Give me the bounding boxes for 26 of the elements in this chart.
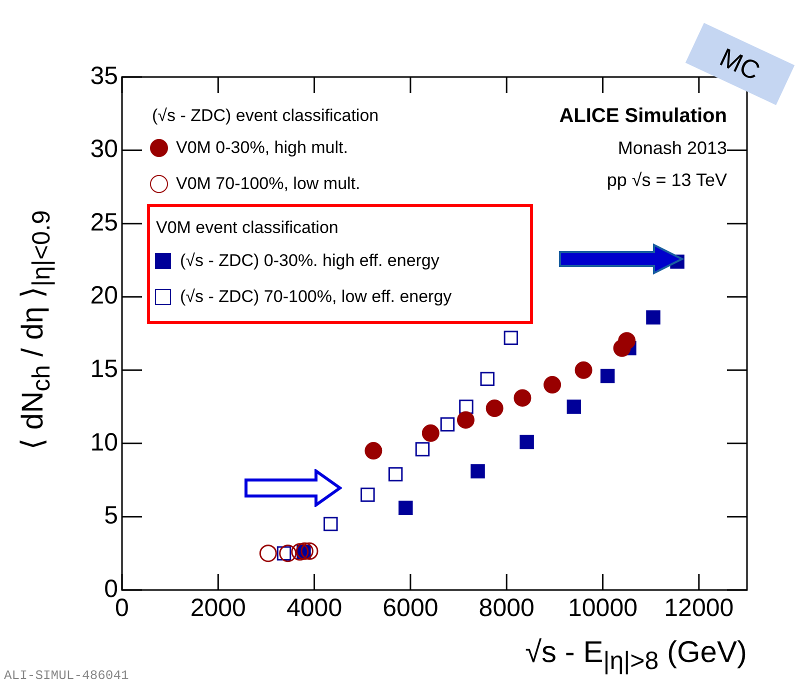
x-tick-label: 8000: [478, 594, 534, 622]
y-tick-label: 30: [90, 135, 118, 164]
x-tick-label: 2000: [190, 594, 246, 622]
annotation: MC: [685, 22, 795, 106]
y-tick-label: 15: [90, 355, 118, 384]
y-tick-label: 25: [90, 208, 118, 236]
legend-title: (√s - ZDC) event classification: [152, 105, 380, 127]
y-tick-label: 35: [90, 62, 118, 90]
annotation: pp √s = 13 TeV: [606, 169, 727, 192]
text: ALI-SIMUL-486041: [4, 668, 129, 683]
x-axis-title: √s - E$_{|η|>8}$ (GeV): [525, 636, 747, 676]
x-tick-label: 4000: [286, 594, 342, 622]
legend-label: V0M 70-100%, low mult.: [176, 174, 360, 194]
y-tick-label: 10: [90, 428, 118, 456]
x-tick-label: 12000: [664, 594, 734, 622]
annotation: V0M event classification: [156, 217, 340, 239]
y-tick-label: 0: [104, 574, 118, 603]
annotation: Monash 2013: [616, 137, 727, 160]
x-tick-label: 6000: [382, 594, 438, 622]
y-tick-label: 5: [104, 502, 118, 530]
x-tick-label: 10000: [568, 594, 638, 622]
annotation: ALICE Simulation: [559, 104, 727, 129]
y-tick-label: 20: [90, 282, 118, 310]
legend-label: (√s - ZDC) 0-30%. high eff. energy: [180, 251, 440, 271]
legend-label: (√s - ZDC) 70-100%, low eff. energy: [180, 287, 452, 307]
legend-label: V0M 0-30%, high mult.: [176, 138, 348, 158]
